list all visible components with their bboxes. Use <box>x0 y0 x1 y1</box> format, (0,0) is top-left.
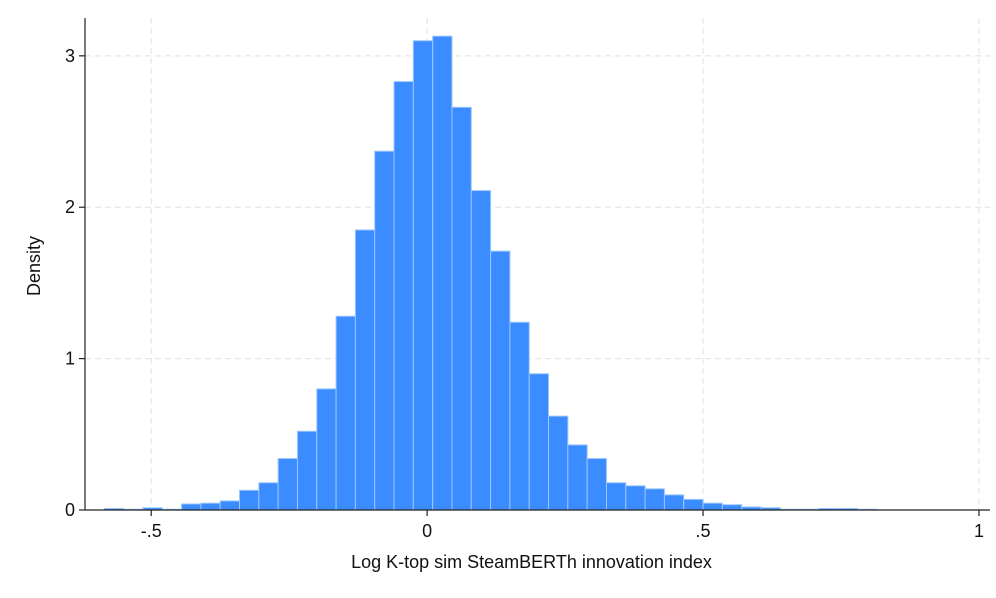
histogram-bar <box>470 190 492 511</box>
histogram-bar <box>451 106 472 511</box>
histogram-bar <box>432 35 453 511</box>
histogram-bar <box>586 458 607 511</box>
histogram-bar <box>258 482 279 511</box>
y-tick-label: 0 <box>65 500 75 520</box>
histogram-bar <box>528 373 550 511</box>
histogram-bar <box>721 504 743 511</box>
x-tick-label: 1 <box>974 521 984 541</box>
histogram-bar <box>200 502 221 511</box>
histogram-bar <box>393 81 414 511</box>
histogram-bar <box>412 40 434 511</box>
histogram-bar <box>567 444 588 511</box>
x-tick-label: 0 <box>422 521 432 541</box>
histogram-bar <box>181 503 202 511</box>
x-tick-label: -.5 <box>141 521 162 541</box>
histogram-bar <box>548 415 569 511</box>
histogram-bar <box>644 488 665 511</box>
histogram-bars <box>103 35 878 511</box>
histogram-bar <box>335 315 356 511</box>
y-axis-title: Density <box>24 236 44 296</box>
y-tick-label: 3 <box>65 46 75 66</box>
histogram-bar <box>683 498 704 511</box>
x-tick-label: .5 <box>696 521 711 541</box>
histogram-bar <box>605 482 627 511</box>
histogram-bar <box>316 388 337 511</box>
y-tick-label: 2 <box>65 197 75 217</box>
histogram-bar <box>239 489 260 511</box>
grid-lines <box>85 18 990 510</box>
histogram-bar <box>663 494 685 511</box>
histogram-bar <box>374 150 395 511</box>
axis-ticks: 0 1 2 3 -.5 0 .5 1 <box>65 46 984 541</box>
histogram-bar <box>625 485 646 511</box>
histogram-bar <box>702 502 723 511</box>
histogram-bar <box>354 229 376 511</box>
histogram-bar <box>296 430 318 511</box>
histogram-bar <box>277 458 298 511</box>
histogram-bar <box>509 321 530 511</box>
axes <box>84 18 990 511</box>
histogram-bar <box>219 500 241 511</box>
x-axis-title: Log K-top sim SteamBERTh innovation inde… <box>351 552 712 572</box>
y-tick-label: 1 <box>65 349 75 369</box>
histogram-bar <box>490 250 511 511</box>
